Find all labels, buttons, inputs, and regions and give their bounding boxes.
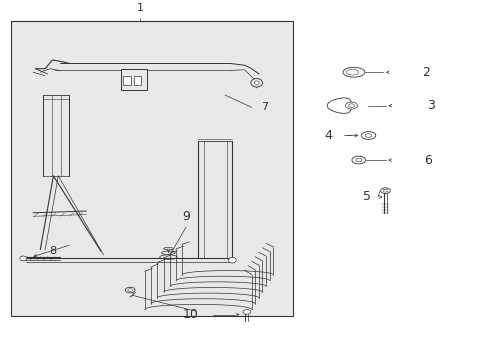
Text: 8: 8	[49, 247, 56, 256]
Ellipse shape	[382, 189, 387, 192]
Circle shape	[250, 78, 262, 87]
Circle shape	[254, 81, 259, 85]
Text: 1: 1	[136, 3, 143, 13]
Ellipse shape	[346, 69, 358, 75]
Text: 6: 6	[424, 154, 431, 167]
Text: 10: 10	[182, 308, 198, 321]
Ellipse shape	[342, 67, 364, 77]
Ellipse shape	[361, 132, 375, 139]
Circle shape	[228, 257, 236, 263]
Text: 7: 7	[261, 102, 268, 112]
Ellipse shape	[243, 310, 250, 314]
Text: 2: 2	[421, 66, 429, 79]
Ellipse shape	[348, 104, 354, 107]
Circle shape	[20, 256, 27, 261]
Text: 4: 4	[324, 129, 331, 142]
Bar	[133, 76, 141, 85]
Text: 3: 3	[426, 99, 434, 112]
Ellipse shape	[125, 287, 135, 293]
Ellipse shape	[345, 102, 357, 109]
Ellipse shape	[351, 156, 365, 164]
Ellipse shape	[380, 188, 389, 193]
Text: 5: 5	[362, 190, 370, 203]
Ellipse shape	[127, 289, 132, 292]
Ellipse shape	[355, 158, 361, 162]
Text: 9: 9	[182, 210, 190, 223]
Ellipse shape	[365, 134, 371, 137]
Bar	[120, 69, 147, 90]
Bar	[11, 21, 292, 316]
Bar	[123, 76, 130, 85]
